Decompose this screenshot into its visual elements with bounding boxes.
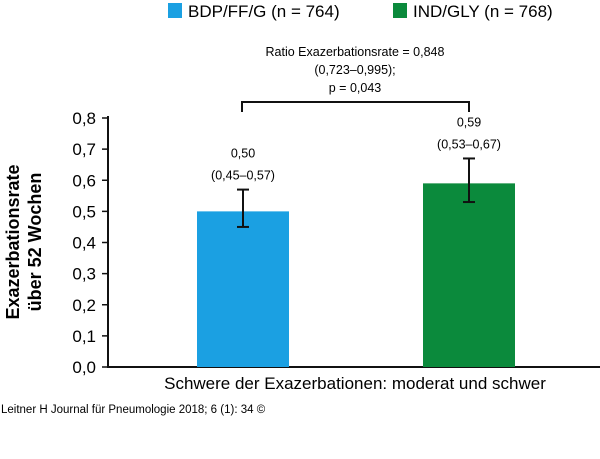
y-axis-label-line1: Exazerbationsrate: [3, 164, 23, 319]
y-tick-label: 0,1: [72, 327, 96, 346]
bar-ind-gly: [423, 183, 515, 367]
data-label-ci: (0,53–0,67): [437, 137, 501, 151]
y-tick-label: 0,6: [72, 171, 96, 190]
x-axis-label: Schwere der Exazerbationen: moderat und …: [164, 374, 546, 393]
legend-label-ind: IND/GLY (n = 768): [413, 2, 553, 21]
y-tick-label: 0,8: [72, 109, 96, 128]
y-tick-label: 0,5: [72, 202, 96, 221]
comparison-p-value: p = 0,043: [329, 81, 382, 95]
y-axis-label-line2: über 52 Wochen: [25, 173, 45, 312]
y-tick-label: 0,4: [72, 234, 96, 253]
credit-line: Leitner H Journal für Pneumologie 2018; …: [1, 404, 266, 416]
legend-swatch-ind: [393, 3, 407, 18]
data-label-value: 0,59: [457, 115, 481, 129]
legend-swatch-bdp: [168, 3, 182, 18]
y-tick-label: 0,0: [72, 358, 96, 377]
comparison-ci: (0,723–0,995);: [314, 63, 395, 77]
y-tick-label: 0,3: [72, 265, 96, 284]
data-label-value: 0,50: [231, 147, 255, 161]
legend-label-bdp: BDP/FF/G (n = 764): [188, 2, 340, 21]
bar-bdp-ff-g: [197, 211, 289, 367]
comparison-bracket: [241, 101, 470, 112]
data-label-ci: (0,45–0,57): [211, 169, 275, 183]
comparison-ratio: Ratio Exazerbationsrate = 0,848: [266, 45, 445, 59]
y-tick-label: 0,7: [72, 140, 96, 159]
y-tick-label: 0,2: [72, 296, 96, 315]
